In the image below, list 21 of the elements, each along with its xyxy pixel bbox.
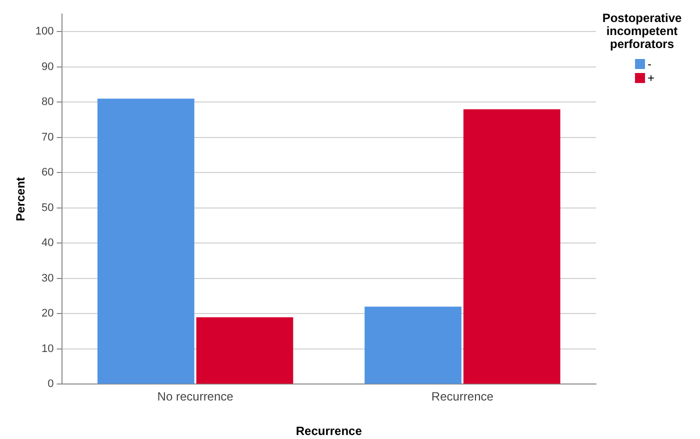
y-tick-label: 80 <box>42 96 54 108</box>
legend-title: Postoperative incompetent perforators <box>601 11 683 51</box>
x-axis-title: Recurrence <box>296 424 362 438</box>
y-tick-label: 50 <box>42 202 54 214</box>
y-axis-title: Percent <box>14 177 28 222</box>
y-tick-label: 0 <box>48 378 54 390</box>
legend-label: - <box>648 57 652 71</box>
y-tick-label: 60 <box>42 166 54 179</box>
y-tick-label: 40 <box>42 237 54 250</box>
y-tick-label: 30 <box>42 272 54 284</box>
y-tick-label: 100 <box>35 26 54 38</box>
bar <box>196 317 294 384</box>
y-tick-label: 90 <box>42 60 54 73</box>
bar <box>463 109 560 384</box>
bar <box>364 306 462 384</box>
legend-label: + <box>648 71 656 85</box>
y-tick-label: 20 <box>42 308 54 320</box>
y-tick-label: 70 <box>42 131 54 144</box>
x-tick-label: No recurrence <box>157 390 234 404</box>
y-tick-label: 10 <box>42 342 54 355</box>
bar <box>97 98 194 384</box>
